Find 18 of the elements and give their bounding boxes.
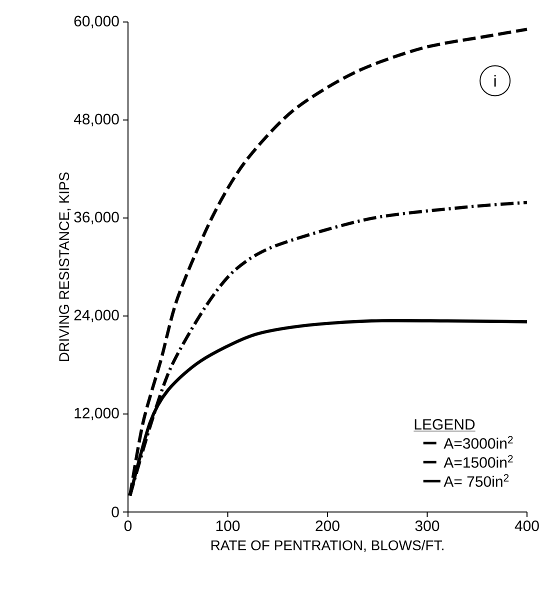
legend-title: LEGEND	[414, 419, 475, 430]
annotation: i	[494, 75, 496, 87]
legend-label: A= 750in$^{2}$	[444, 474, 509, 487]
x-tick-label: 0	[124, 520, 132, 532]
legend-label: A=1500in$^{2}$	[444, 455, 513, 468]
y-tick-label: 0	[112, 506, 119, 518]
x-tick-label: 100	[216, 520, 240, 532]
y-tick-label: 60,000	[74, 16, 119, 28]
legend-label: A=3000in$^{2}$	[444, 436, 513, 449]
x-tick-label: 200	[316, 520, 340, 532]
x-tick-label: 400	[514, 520, 539, 532]
y-tick-label: 48,000	[74, 114, 119, 126]
y-tick-label: 24,000	[74, 310, 119, 322]
y-tick-label: 12,000	[74, 408, 119, 420]
x-axis-title: RATE OF PENTRATION, BLOWS/FT.	[211, 540, 444, 552]
x-tick-label: 300	[415, 520, 440, 532]
y-tick-label: 36,000	[74, 212, 119, 224]
y-axis-title: DRIVING RESISTANCE, KIPS	[59, 172, 71, 362]
